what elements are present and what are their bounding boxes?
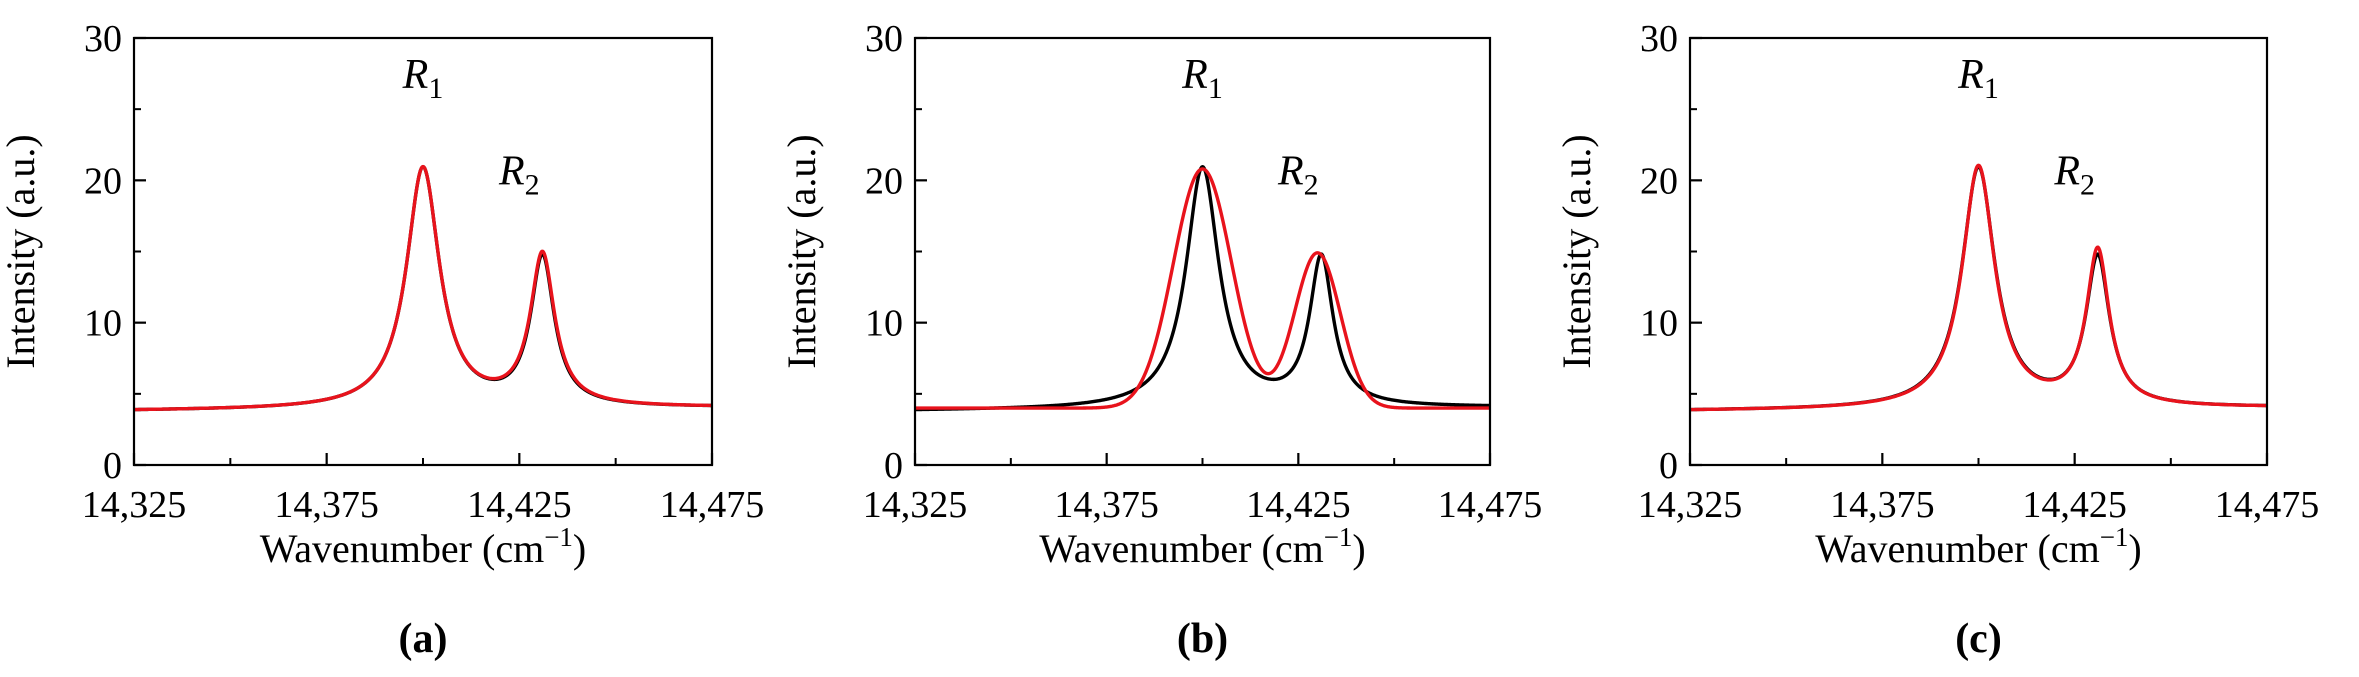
peak-label-sub: 1 xyxy=(1208,72,1223,105)
y-axis-label: Intensity (a.u.) xyxy=(1554,134,1599,368)
x-axis-label-close: ) xyxy=(2128,526,2141,571)
series-line-measured xyxy=(1689,164,2268,412)
x-tick-label: 14,375 xyxy=(1054,484,1159,526)
y-tick-label: 30 xyxy=(865,18,903,60)
peak-label-r2: R2 xyxy=(1277,149,1319,202)
peak-label-base: R xyxy=(1277,149,1304,195)
panel-label: (c) xyxy=(1955,616,2002,662)
y-tick-label: 30 xyxy=(1640,18,1678,60)
x-tick-label: 14,425 xyxy=(2022,484,2127,526)
y-tick-label: 20 xyxy=(865,160,903,202)
peak-label-base: R xyxy=(402,52,429,98)
series-line-measured xyxy=(133,164,713,412)
x-tick-label: 14,375 xyxy=(1830,484,1935,526)
x-axis-label: Wavenumber (cm−1) xyxy=(1039,522,1366,571)
x-axis-label: Wavenumber (cm−1) xyxy=(1815,522,2142,571)
peak-label-sub: 1 xyxy=(1984,72,1999,105)
peak-label-sub: 1 xyxy=(428,72,443,105)
x-tick-label: 14,325 xyxy=(1638,484,1743,526)
x-tick-label: 14,475 xyxy=(660,484,765,526)
x-tick-label: 14,425 xyxy=(467,484,572,526)
chart-panel-c: 14,325 14,375 14,425 14,475 0 10 20 30 Intensity… xyxy=(1554,18,2319,662)
x-axis-label: Wavenumber (cm−1) xyxy=(260,522,587,571)
y-tick-label: 20 xyxy=(1640,160,1678,202)
x-tick-label: 14,325 xyxy=(82,484,187,526)
x-axis-label-sup: −1 xyxy=(544,522,573,552)
peak-label-base: R xyxy=(1181,52,1208,98)
peak-label-r1: R1 xyxy=(1957,52,1999,105)
panel-label: (a) xyxy=(399,616,448,662)
y-tick-label: 20 xyxy=(84,160,122,202)
x-tick-label: 14,425 xyxy=(1246,484,1351,526)
peak-label-base: R xyxy=(498,149,525,195)
y-tick-label: 0 xyxy=(1659,445,1678,487)
chart-panel-b: 14,325 14,375 14,425 14,475 0 10 20 30 Intensity… xyxy=(779,18,1542,662)
peak-label-base: R xyxy=(2053,149,2080,195)
x-axis-label-text: Wavenumber (cm xyxy=(1815,526,2099,571)
peak-label-sub: 2 xyxy=(525,169,540,202)
series-line-fit xyxy=(914,167,1491,410)
x-tick-label: 14,325 xyxy=(863,484,968,526)
y-axis-label: Intensity (a.u.) xyxy=(779,134,824,368)
x-axis-label-sup: −1 xyxy=(1324,522,1353,552)
y-tick-label: 10 xyxy=(1640,303,1678,345)
x-axis-label-close: ) xyxy=(1352,526,1365,571)
y-tick-label: 30 xyxy=(84,18,122,60)
y-tick-label: 0 xyxy=(103,445,122,487)
y-axis-label: Intensity (a.u.) xyxy=(0,134,43,368)
panel-label: (b) xyxy=(1177,616,1228,662)
x-tick-label: 14,475 xyxy=(1438,484,1543,526)
x-axis-label-text: Wavenumber (cm xyxy=(1039,526,1323,571)
peak-label-r1: R1 xyxy=(402,52,444,105)
peak-label-base: R xyxy=(1957,52,1984,98)
x-tick-label: 14,475 xyxy=(2215,484,2320,526)
peak-label-r2: R2 xyxy=(498,149,540,202)
peak-label-r1: R1 xyxy=(1181,52,1223,105)
peak-label-sub: 2 xyxy=(2080,169,2095,202)
peak-label-r2: R2 xyxy=(2053,149,2095,202)
y-tick-label: 0 xyxy=(884,445,903,487)
series-line-fit xyxy=(133,164,713,412)
peak-label-sub: 2 xyxy=(1304,169,1319,202)
series-line-measured xyxy=(914,164,1491,412)
x-axis-label-sup: −1 xyxy=(2100,522,2129,552)
x-tick-label: 14,375 xyxy=(274,484,379,526)
y-tick-label: 10 xyxy=(84,303,122,345)
x-axis-label-close: ) xyxy=(573,526,586,571)
chart-panel-a: 14,325 14,375 14,425 14,475 0 10 20 30 Intensity… xyxy=(0,18,764,662)
x-axis-label-text: Wavenumber (cm xyxy=(260,526,544,571)
y-tick-label: 10 xyxy=(865,303,903,345)
series-line-fit xyxy=(1689,163,2268,412)
